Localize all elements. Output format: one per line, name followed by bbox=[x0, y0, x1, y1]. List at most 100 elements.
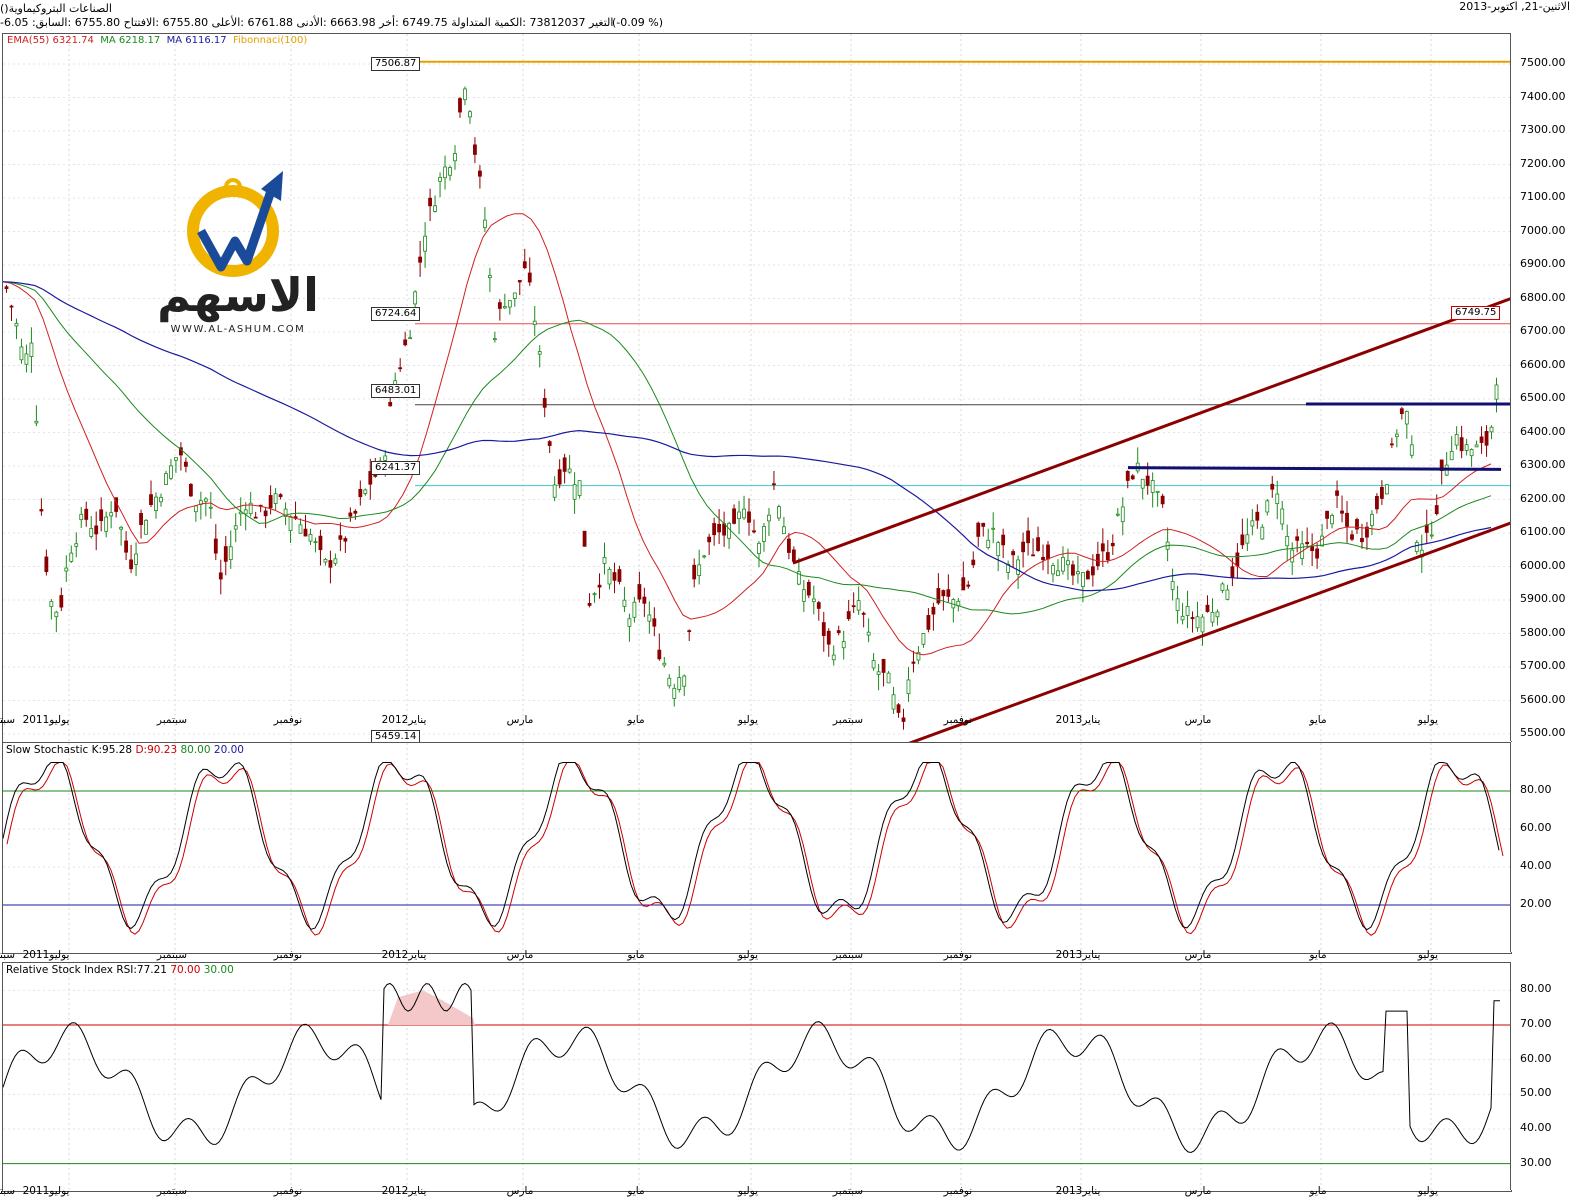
y-tick-label: 6500.00 bbox=[1520, 391, 1566, 404]
candle-body bbox=[732, 508, 736, 524]
candle-body bbox=[557, 469, 562, 485]
x-axis-label: يوليو bbox=[737, 1185, 759, 1197]
candle-body bbox=[39, 509, 44, 512]
candle-body bbox=[34, 420, 39, 424]
candle-body bbox=[677, 677, 682, 690]
candle-body bbox=[502, 306, 507, 309]
candle-body bbox=[1370, 514, 1374, 526]
candle-body bbox=[403, 339, 408, 346]
candle-body bbox=[89, 528, 94, 537]
candle-body bbox=[19, 346, 24, 361]
candle-body bbox=[119, 526, 124, 530]
candle-body bbox=[94, 525, 99, 535]
candle-body bbox=[567, 468, 572, 473]
candle-body bbox=[727, 522, 731, 539]
candle-body bbox=[288, 515, 293, 531]
x-axis-label: نوفمبر bbox=[273, 949, 303, 961]
candle-body bbox=[831, 654, 836, 661]
candle-body bbox=[1295, 536, 1300, 541]
candle-body bbox=[552, 484, 557, 498]
y-tick-label: 5800.00 bbox=[1520, 625, 1566, 639]
x-axis-label: مايو bbox=[1309, 714, 1327, 726]
rsi-value: RSI:77.21 bbox=[116, 964, 167, 976]
fib-label: Fibonnaci(100) bbox=[232, 35, 308, 46]
y-tick-label: 7500.00 bbox=[1520, 56, 1566, 69]
candle-body bbox=[1210, 612, 1215, 623]
candle-body bbox=[742, 508, 746, 519]
candle-body bbox=[1240, 534, 1245, 546]
candle-body bbox=[1085, 570, 1090, 580]
candle-body bbox=[966, 584, 971, 587]
candle-body bbox=[1484, 431, 1489, 446]
candle-body bbox=[522, 261, 527, 269]
x-axis-label: يناير2012 bbox=[381, 1185, 427, 1197]
candle-body bbox=[1290, 549, 1295, 563]
candle-body bbox=[1459, 437, 1464, 452]
candle-body bbox=[298, 524, 303, 534]
ema-label: EMA(55) bbox=[7, 35, 50, 46]
candle-body bbox=[193, 505, 198, 513]
candle-body bbox=[667, 677, 672, 687]
rsi-y-tick: 50.00 bbox=[1520, 1086, 1552, 1100]
candle-body bbox=[777, 506, 781, 519]
candle-body bbox=[74, 543, 79, 547]
candle-body bbox=[607, 568, 612, 585]
candle-body bbox=[507, 300, 512, 308]
candle-body bbox=[1340, 510, 1344, 514]
candle-body bbox=[333, 558, 338, 564]
y-tick-label: 6300.00 bbox=[1520, 458, 1566, 471]
candle-body bbox=[1185, 605, 1190, 616]
candle-body bbox=[1066, 560, 1070, 566]
candle-body bbox=[159, 497, 163, 503]
candle-body bbox=[1394, 433, 1399, 438]
candle-body bbox=[383, 455, 388, 461]
rsi-panel[interactable]: Relative Stock Index RSI:77.21 70.00 30.… bbox=[2, 962, 1512, 1192]
candle-body bbox=[722, 523, 726, 536]
candle-body bbox=[767, 514, 771, 522]
candle-body bbox=[398, 367, 403, 370]
candle-body bbox=[1095, 553, 1100, 567]
candle-body bbox=[1325, 510, 1329, 519]
candle-body bbox=[747, 511, 751, 523]
candle-body bbox=[632, 601, 637, 618]
stochastic-chart[interactable] bbox=[3, 743, 1511, 953]
main-legend: EMA(55) 6321.74 MA 6218.17 MA 6116.17 Fi… bbox=[7, 35, 307, 46]
y-tick-label: 6700.00 bbox=[1520, 324, 1566, 337]
candle-body bbox=[313, 541, 318, 544]
candle-body bbox=[1464, 444, 1469, 451]
price-panel[interactable]: EMA(55) 6321.74 MA 6218.17 MA 6116.17 Fi… bbox=[2, 33, 1512, 743]
stochastic-lower: 20.00 bbox=[213, 744, 244, 756]
candle-body bbox=[433, 205, 437, 212]
candle-body bbox=[69, 552, 74, 562]
stoch-k-line bbox=[3, 761, 1500, 931]
candle-body bbox=[1011, 551, 1016, 556]
candle-body bbox=[468, 111, 472, 118]
ema-value: 6321.74 bbox=[52, 35, 94, 46]
candle-body bbox=[517, 280, 522, 283]
candle-body bbox=[856, 600, 861, 611]
candle-body bbox=[652, 618, 657, 627]
candle-body bbox=[637, 584, 642, 600]
candle-body bbox=[926, 615, 931, 630]
candle-body bbox=[841, 641, 846, 649]
candle-body bbox=[642, 596, 647, 604]
candle-body bbox=[1056, 570, 1060, 577]
candle-body bbox=[826, 630, 831, 645]
y-tick-label: 7300.00 bbox=[1520, 123, 1566, 136]
rsi-lower: 30.00 bbox=[203, 964, 234, 976]
candle-body bbox=[1235, 552, 1240, 567]
candle-body bbox=[961, 577, 966, 591]
logo-graphic: الاسهم WWW.AL-ASHUM.COM bbox=[157, 171, 319, 335]
candle-body bbox=[413, 291, 418, 305]
candle-body bbox=[203, 498, 208, 502]
candle-body bbox=[1026, 530, 1030, 544]
price-chart[interactable] bbox=[3, 34, 1511, 742]
change-percent: (-0.09 %) bbox=[612, 16, 663, 29]
y-tick-label: 5900.00 bbox=[1520, 592, 1566, 605]
candle-body bbox=[1260, 526, 1265, 540]
stochastic-upper: 80.00 bbox=[180, 744, 211, 756]
candle-body bbox=[512, 292, 517, 299]
candle-body bbox=[223, 546, 228, 562]
rsi-chart[interactable] bbox=[3, 963, 1511, 1191]
stochastic-panel[interactable]: Slow Stochastic K:95.28 D:90.23 80.00 20… bbox=[2, 742, 1512, 954]
